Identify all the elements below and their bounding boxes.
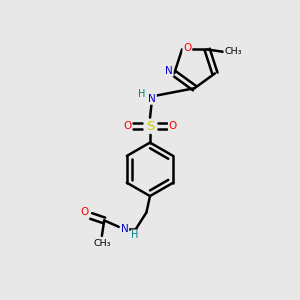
Text: N: N [121, 224, 128, 234]
Text: O: O [123, 121, 131, 131]
Text: O: O [183, 43, 191, 53]
Text: H: H [131, 230, 139, 240]
Text: N: N [165, 66, 173, 76]
Text: CH₃: CH₃ [224, 47, 242, 56]
Text: N: N [148, 94, 156, 104]
Text: H: H [138, 88, 146, 98]
Text: S: S [146, 120, 154, 133]
Text: O: O [80, 206, 88, 217]
Text: O: O [169, 121, 177, 131]
Text: CH₃: CH₃ [93, 239, 111, 248]
